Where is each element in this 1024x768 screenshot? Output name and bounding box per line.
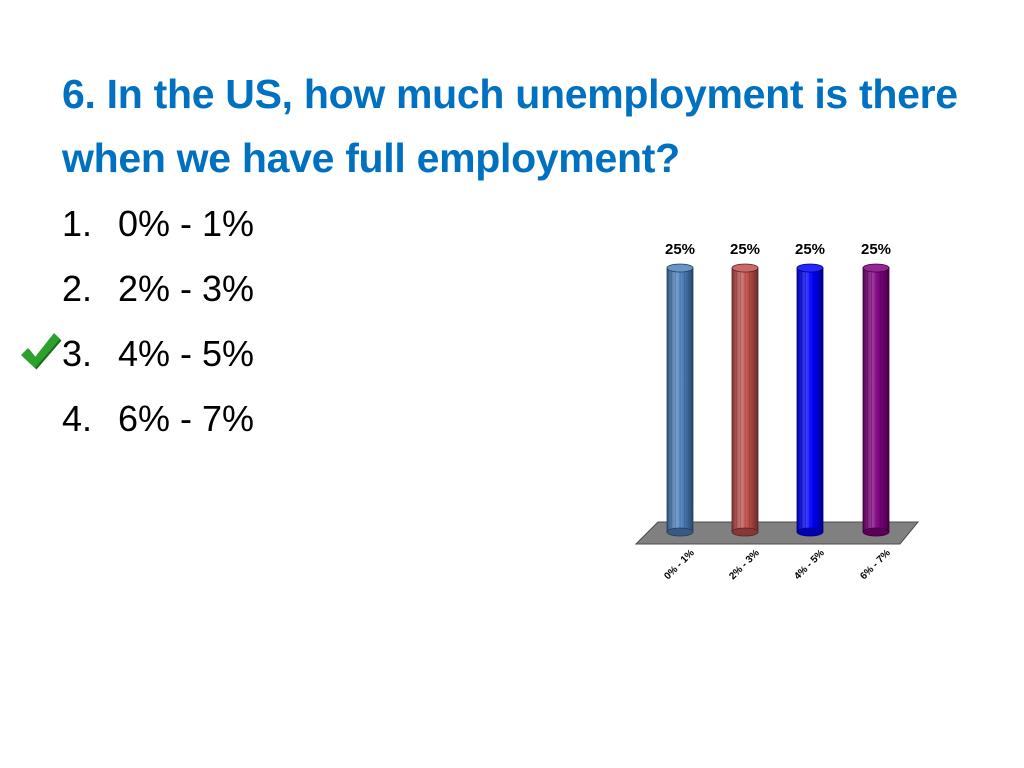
answer-number: 1. (62, 203, 93, 244)
answer-text: 2% - 3% (118, 268, 255, 309)
data-label: 25% (795, 241, 825, 258)
category-label: 6% - 7% (858, 548, 893, 583)
answer-number: 3. (62, 333, 93, 374)
response-chart: 25% 0% - 1% 25% 2% - 3% 25% 4% - 5% 25% 6% - 7% (600, 220, 940, 600)
bar-2% - 3% (731, 263, 759, 537)
answer-option-2: 2. 2% - 3% (62, 261, 482, 326)
bar-base (796, 527, 824, 537)
answer-option-1: 1. 0% - 1% (62, 196, 482, 261)
category-label: 0% - 1% (662, 548, 697, 583)
data-label: 25% (730, 241, 760, 258)
answer-option-4: 4. 6% - 7% (62, 391, 482, 456)
bar-top (796, 263, 824, 273)
data-label: 25% (665, 241, 695, 258)
answer-text: 0% - 1% (118, 203, 255, 244)
bar-top (862, 263, 890, 273)
bar-top (731, 263, 759, 273)
answer-number: 4. (62, 398, 93, 439)
bar-6% - 7% (862, 263, 890, 537)
category-label: 2% - 3% (727, 548, 762, 583)
bar-base (731, 527, 759, 537)
bar-0% - 1% (666, 263, 694, 537)
bar-base (862, 527, 890, 537)
green-checkmark-icon (21, 333, 62, 370)
answer-number: 2. (62, 268, 93, 309)
answer-text: 6% - 7% (118, 398, 255, 439)
answer-option-3: 3. 4% - 5% (21, 326, 482, 391)
chart-svg: 25% 0% - 1% 25% 2% - 3% 25% 4% - 5% 25% 6% - 7% (634, 241, 920, 583)
chart-floor (634, 521, 920, 545)
answer-text: 4% - 5% (118, 333, 255, 374)
bar-4% - 5% (796, 263, 824, 537)
answer-list: 1. 0% - 1% 2. 2% - 3% 3. 4% - 5% 4. 6% -… (21, 196, 482, 456)
bar-top (666, 263, 694, 273)
data-label: 25% (861, 241, 891, 258)
slide-title: 6. In the US, how much unemployment is t… (62, 71, 958, 181)
bar-base (666, 527, 694, 537)
category-label: 4% - 5% (792, 548, 827, 583)
